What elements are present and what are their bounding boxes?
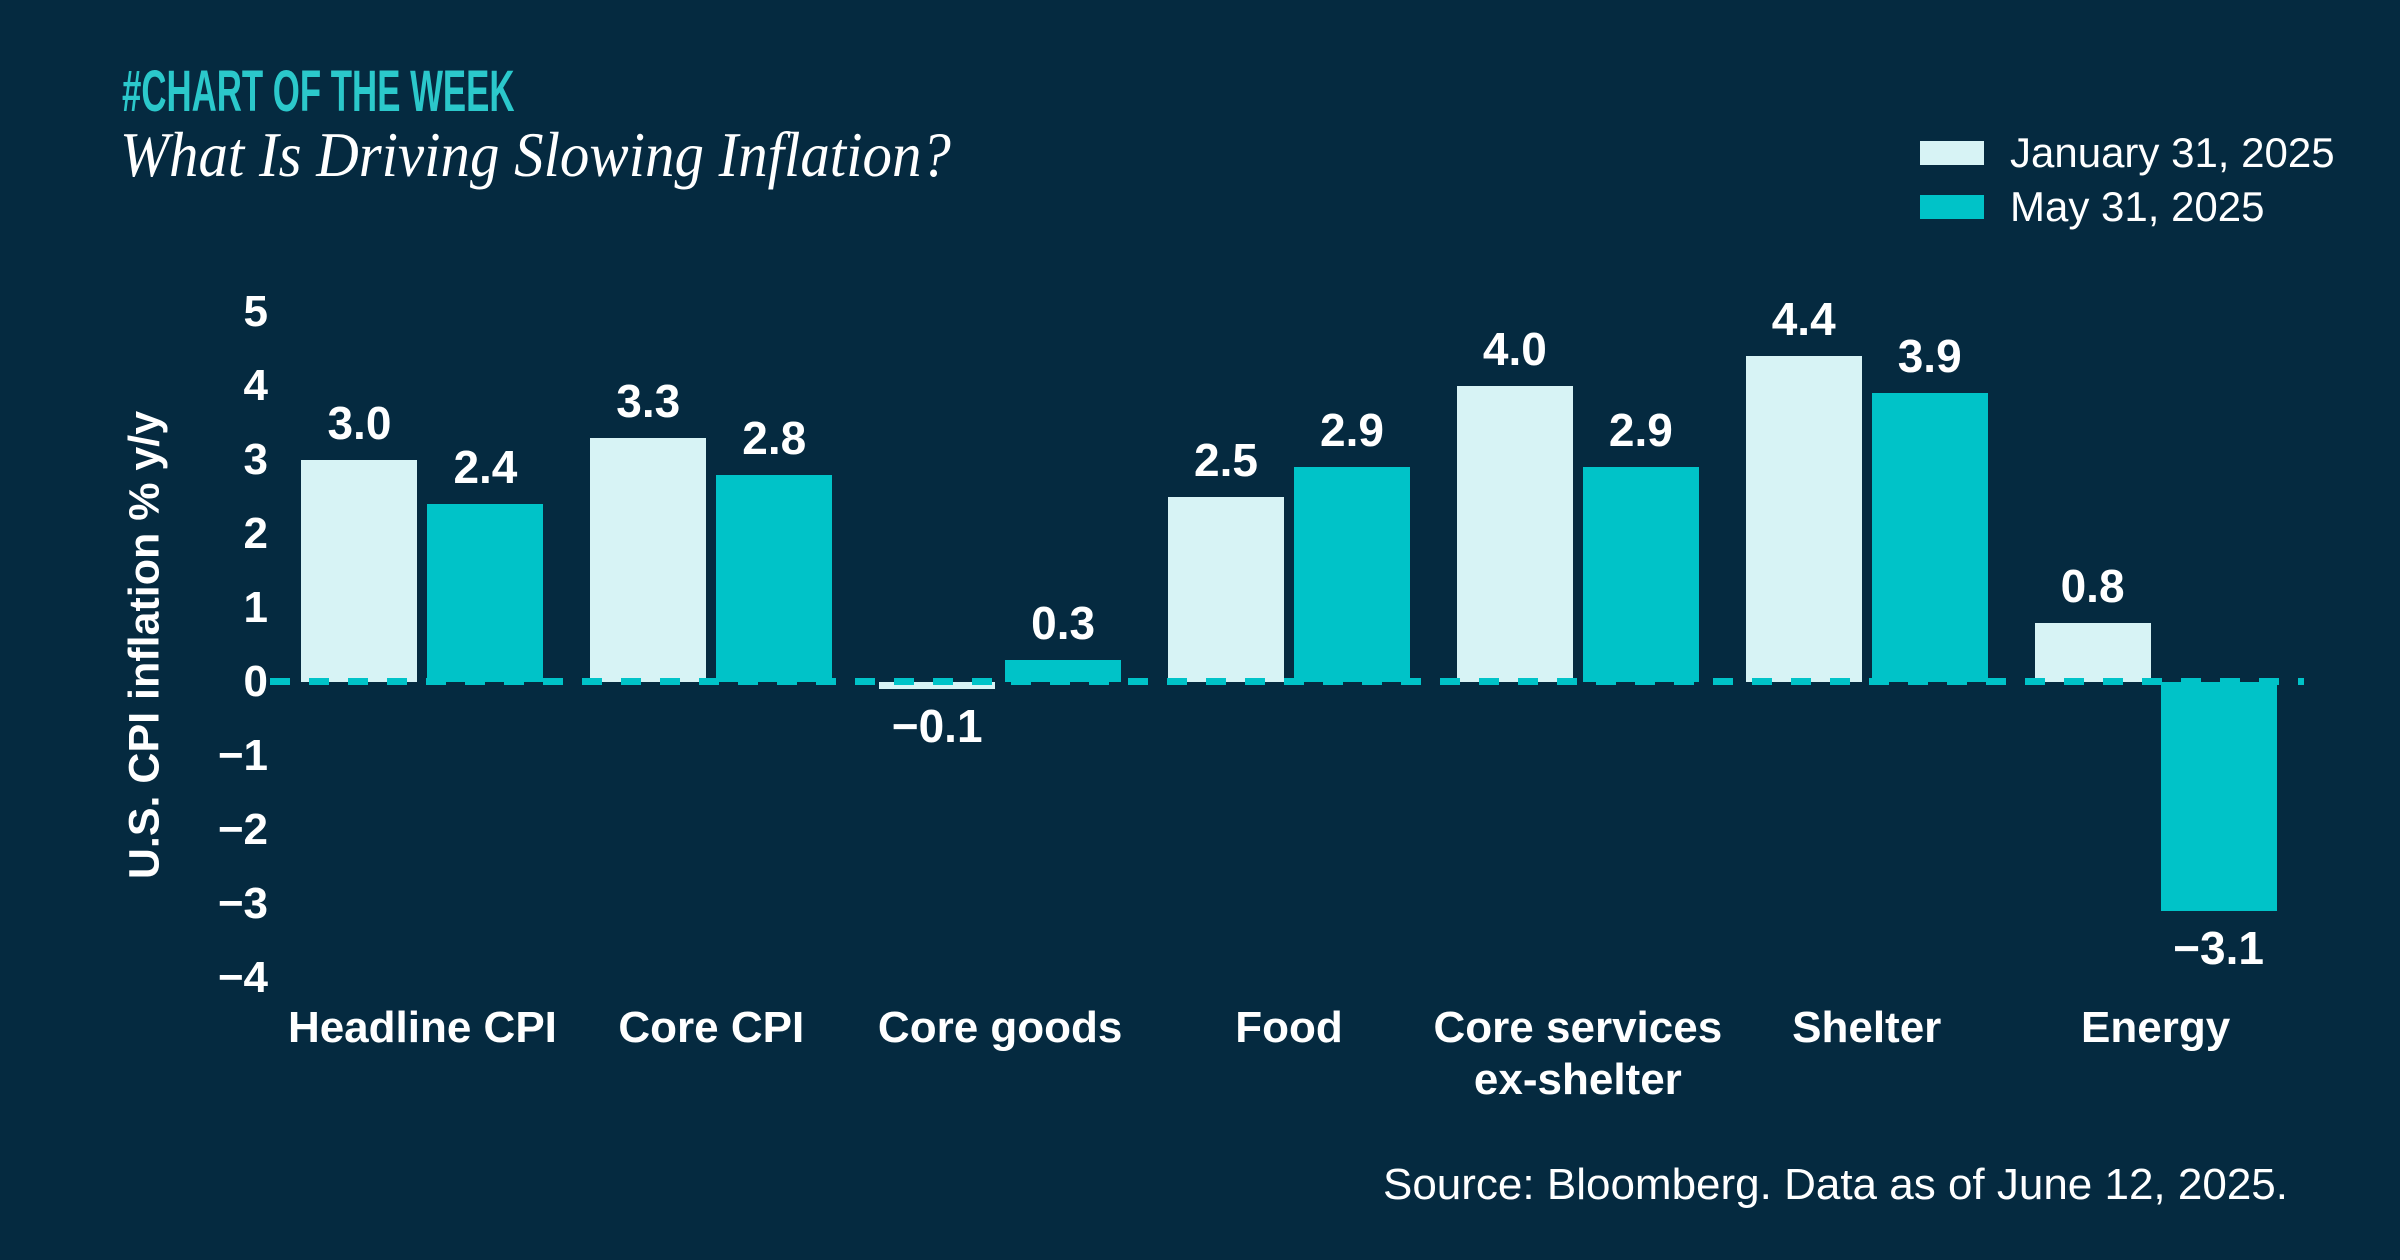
y-tick-label: −3 [217,879,268,928]
legend-item-may: May 31, 2025 [1920,183,2335,230]
bar-value-label: 4.0 [1482,323,1547,375]
bar-jan-4 [1456,386,1573,682]
y-tick-label: 3 [243,435,268,484]
zero-baseline [270,678,2304,685]
bar-may-0 [427,504,544,682]
legend: January 31, 2025 May 31, 2025 [1920,129,2335,230]
bar-jan-3 [1168,497,1284,682]
bar-value-label: 3.0 [327,397,392,449]
bar-jan-6 [2034,622,2151,682]
x-category-label: Energy [2081,1003,2231,1052]
bar-jan-1 [590,437,707,682]
legend-swatch-january [1920,141,1984,165]
source-note: Source: Bloomberg. Data as of June 12, 2… [1382,1160,2288,1209]
bar-value-label: 4.4 [1771,293,1836,346]
x-category-label: Core goods [877,1003,1123,1052]
plot-area: 3.0 3.3 −0.1 2.5 4.0 4.4 0.8 2.4 2.8 0.3 2.9 2.9 3.9… [270,293,2304,990]
y-tick-label: −1 [217,731,268,780]
x-category-label: Shelter [1792,1003,1942,1052]
bar-may-5 [1871,393,1988,682]
x-category-label: Core services ex-shelter [1433,1003,1723,1104]
x-axis-category-labels: Headline CPI Core CPI Core goods Food Core s… [278,1002,2300,1106]
bar-value-label: −3.1 [2173,922,2264,975]
y-tick-label: 2 [243,509,268,558]
bar-value-label: 2.9 [1320,404,1384,457]
bar-may-6 [2160,682,2277,912]
bar-value-label: −0.1 [891,700,983,753]
legend-swatch-may [1920,195,1984,219]
bar-jan-5 [1745,356,1862,682]
bar-value-label: 2.5 [1194,434,1258,486]
legend-label-may: May 31, 2025 [2010,183,2265,230]
x-category-label: Core CPI [618,1003,805,1052]
y-tick-label: 0 [243,657,268,706]
bar-value-label: 2.8 [742,411,807,464]
kicker: #CHART OF THE WEEK [122,59,515,124]
y-tick-label: −2 [217,805,268,854]
bar-value-label: 0.8 [2060,559,2125,612]
bar-value-label: 3.3 [616,374,681,427]
page-title: What Is Driving Slowing Inflation? [120,119,951,190]
bar-value-label: 2.4 [453,441,518,494]
y-axis-ticks: 5 4 3 2 1 0 −1 −2 −3 −4 [0,287,268,1002]
y-tick-label: 4 [243,361,268,410]
bar-may-3 [1294,467,1410,682]
bar-value-label: 2.9 [1608,404,1673,457]
x-category-label: Headline CPI [287,1003,557,1052]
bar-jan-2 [879,682,996,690]
bar-value-label: 3.9 [1897,330,1962,383]
bar-may-1 [716,474,833,682]
y-tick-label: 1 [243,583,268,632]
bar-value-label: 0.3 [1031,596,1096,649]
y-tick-label: −4 [217,953,268,1002]
legend-label-january: January 31, 2025 [2010,129,2335,176]
legend-item-january: January 31, 2025 [1920,129,2335,176]
x-category-label: Food [1235,1003,1343,1052]
y-tick-label: 5 [243,287,268,336]
bar-jan-0 [301,460,418,682]
bar-may-4 [1582,467,1699,682]
bar-may-2 [1005,659,1122,682]
